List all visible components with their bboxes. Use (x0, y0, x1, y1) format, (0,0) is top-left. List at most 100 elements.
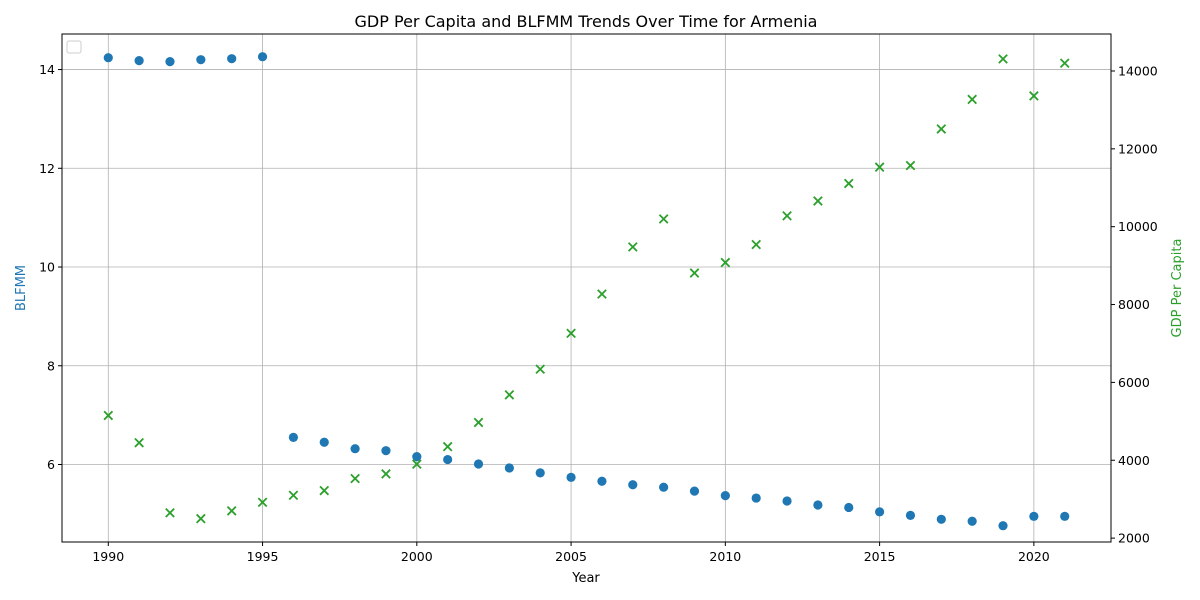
gdp-point-stroke (658, 214, 669, 224)
blfmm-point (1029, 511, 1039, 521)
blfmm-point (134, 56, 144, 66)
gdp-point-stroke (1059, 58, 1070, 69)
blfmm-point (381, 446, 391, 456)
gdp-point-stroke (627, 242, 638, 252)
right-y-tick-label: 4000 (1118, 453, 1150, 468)
blfmm-point (165, 57, 175, 67)
axis-ticks: 1990 1995 2000 2005 2010 2015 2020 6 8 10 12 14 2000… (39, 62, 1158, 564)
gdp-point-stroke (257, 497, 268, 508)
gdp-point (288, 490, 299, 501)
gdp-point-stroke (535, 364, 546, 374)
gdp-point (658, 214, 669, 224)
blfmm-point (751, 493, 761, 503)
blfmm-point (443, 454, 453, 465)
gdp-point-stroke (936, 124, 947, 134)
blfmm-point (905, 510, 916, 520)
x-tick-label: 2015 (864, 549, 896, 564)
blfmm-point (412, 451, 422, 462)
blfmm-point (844, 502, 854, 513)
gdp-point (813, 196, 823, 206)
blfmm-point (319, 437, 329, 447)
gdp-point (134, 437, 144, 448)
gdp-point-stroke (288, 490, 299, 501)
x-axis-title: Year (571, 571, 600, 586)
blfmm-point (813, 500, 823, 510)
gdp-point (226, 506, 237, 516)
x-tick-label: 2010 (709, 549, 741, 564)
data-points (103, 52, 1070, 531)
blfmm-point (566, 472, 576, 482)
gdp-point-stroke (165, 507, 175, 518)
blfmm-point (257, 52, 268, 62)
blfmm-point (227, 54, 237, 64)
gdp-point-stroke (874, 162, 885, 172)
blfmm-point (875, 507, 885, 517)
gdp-point (782, 210, 792, 221)
right-y-tick-label: 2000 (1118, 531, 1150, 546)
gdp-point (196, 513, 206, 524)
gdp-point (967, 94, 977, 105)
gdp-point (535, 364, 546, 374)
gdp-point-stroke (226, 506, 237, 516)
blfmm-point (689, 486, 700, 496)
blfmm-point (535, 468, 545, 478)
right-y-tick-label: 10000 (1118, 219, 1158, 234)
gdp-point-stroke (689, 268, 700, 278)
gdp-point (350, 473, 360, 484)
blfmm-point (659, 482, 669, 492)
gdp-point (411, 459, 422, 469)
blfmm-point (967, 516, 977, 526)
gdp-point (843, 178, 854, 189)
x-tick-label: 1995 (247, 549, 279, 564)
gdp-point-stroke (381, 469, 391, 479)
gdp-point (442, 441, 453, 452)
gdp-point (905, 160, 916, 171)
blfmm-point (473, 459, 484, 469)
x-tick-label: 2000 (401, 549, 433, 564)
legend-box (66, 40, 82, 54)
right-y-tick-label: 6000 (1118, 375, 1150, 390)
gdp-point-stroke (782, 210, 792, 221)
blfmm-point (196, 55, 206, 65)
blfmm-point (782, 496, 792, 506)
x-tick-label: 1990 (92, 549, 124, 564)
right-y-tick-label: 8000 (1118, 297, 1150, 312)
gdp-point-stroke (103, 410, 114, 421)
blfmm-point (1060, 511, 1070, 521)
left-y-tick-label: 12 (39, 161, 55, 176)
x-tick-label: 2020 (1018, 549, 1050, 564)
right-y-tick-label: 14000 (1118, 63, 1158, 78)
blfmm-point (103, 53, 113, 63)
gdp-point-stroke (411, 459, 422, 469)
blfmm-point (998, 521, 1008, 531)
right-y-tick-label: 12000 (1118, 141, 1158, 156)
gdp-point (319, 485, 330, 496)
gdp-point-stroke (967, 94, 977, 105)
gdp-point (720, 257, 731, 268)
gdp-point-stroke (319, 485, 330, 496)
gdp-point-stroke (998, 54, 1008, 64)
blfmm-point (936, 514, 946, 524)
gdp-point-stroke (813, 196, 823, 206)
gdp-point-stroke (350, 473, 360, 484)
left-axis-title: BLFMM (14, 265, 29, 311)
gdp-point-stroke (442, 441, 453, 452)
gdp-point (936, 124, 947, 134)
gdp-point-stroke (504, 390, 515, 400)
left-y-tick-label: 10 (39, 260, 55, 275)
gdp-point (566, 328, 576, 339)
plot-frame (61, 33, 1112, 543)
blfmm-point (597, 476, 607, 486)
gdp-point-stroke (720, 257, 731, 268)
gdp-point-stroke (597, 289, 607, 299)
gdp-point (1059, 58, 1070, 69)
grid (62, 34, 1111, 542)
blfmm-point (720, 490, 730, 501)
gdp-point (874, 162, 885, 172)
gdp-point-stroke (1029, 91, 1039, 101)
gdp-point-stroke (843, 178, 854, 189)
gdp-point-stroke (751, 239, 762, 250)
gdp-point (597, 289, 607, 299)
